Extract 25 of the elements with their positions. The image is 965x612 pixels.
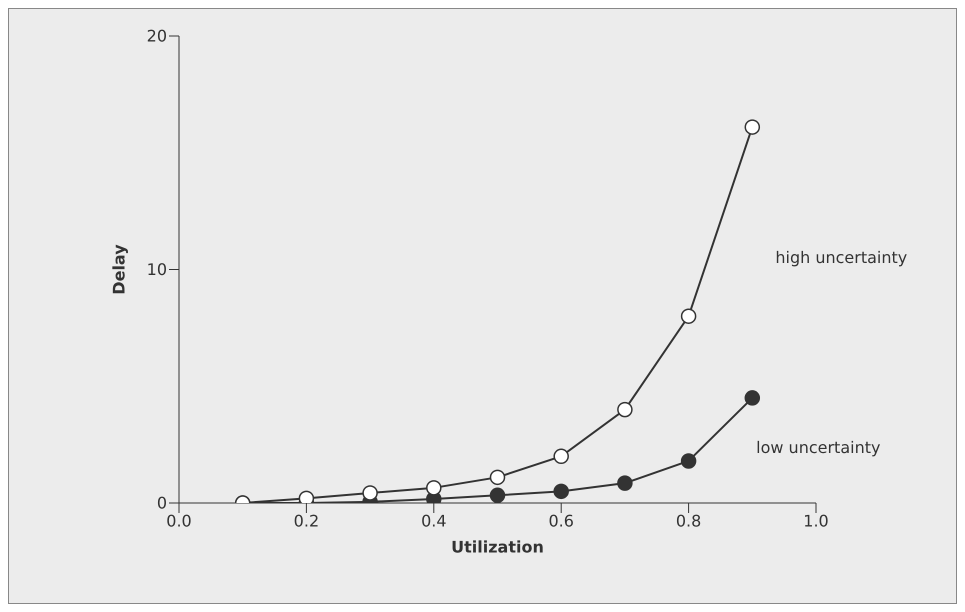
point	[490, 470, 506, 486]
y-tick-label: 20	[146, 26, 167, 46]
point	[490, 488, 506, 503]
point	[426, 480, 442, 496]
x-tick-label: 0.6	[548, 511, 574, 530]
point	[362, 485, 378, 501]
y-tick-label: 10	[146, 260, 167, 280]
x-tick-label: 0.8	[676, 511, 702, 530]
point	[617, 475, 633, 491]
x-tick-label: 0.4	[421, 511, 447, 530]
y-axis-title: Delay	[110, 244, 129, 295]
series-label: low uncertainty	[756, 438, 880, 457]
x-tick-label: 0.0	[166, 511, 192, 530]
point	[680, 453, 696, 469]
point	[617, 402, 633, 418]
point	[553, 484, 569, 500]
point	[680, 308, 696, 324]
x-axis-title: Utilization	[451, 537, 544, 556]
point	[744, 390, 760, 406]
point	[553, 448, 569, 464]
x-tick-label: 0.2	[294, 511, 320, 530]
y-tick-label: 0	[156, 494, 167, 513]
x-tick-label: 1.0	[803, 511, 829, 530]
point	[744, 119, 760, 135]
text: high uncertainty	[775, 248, 908, 268]
